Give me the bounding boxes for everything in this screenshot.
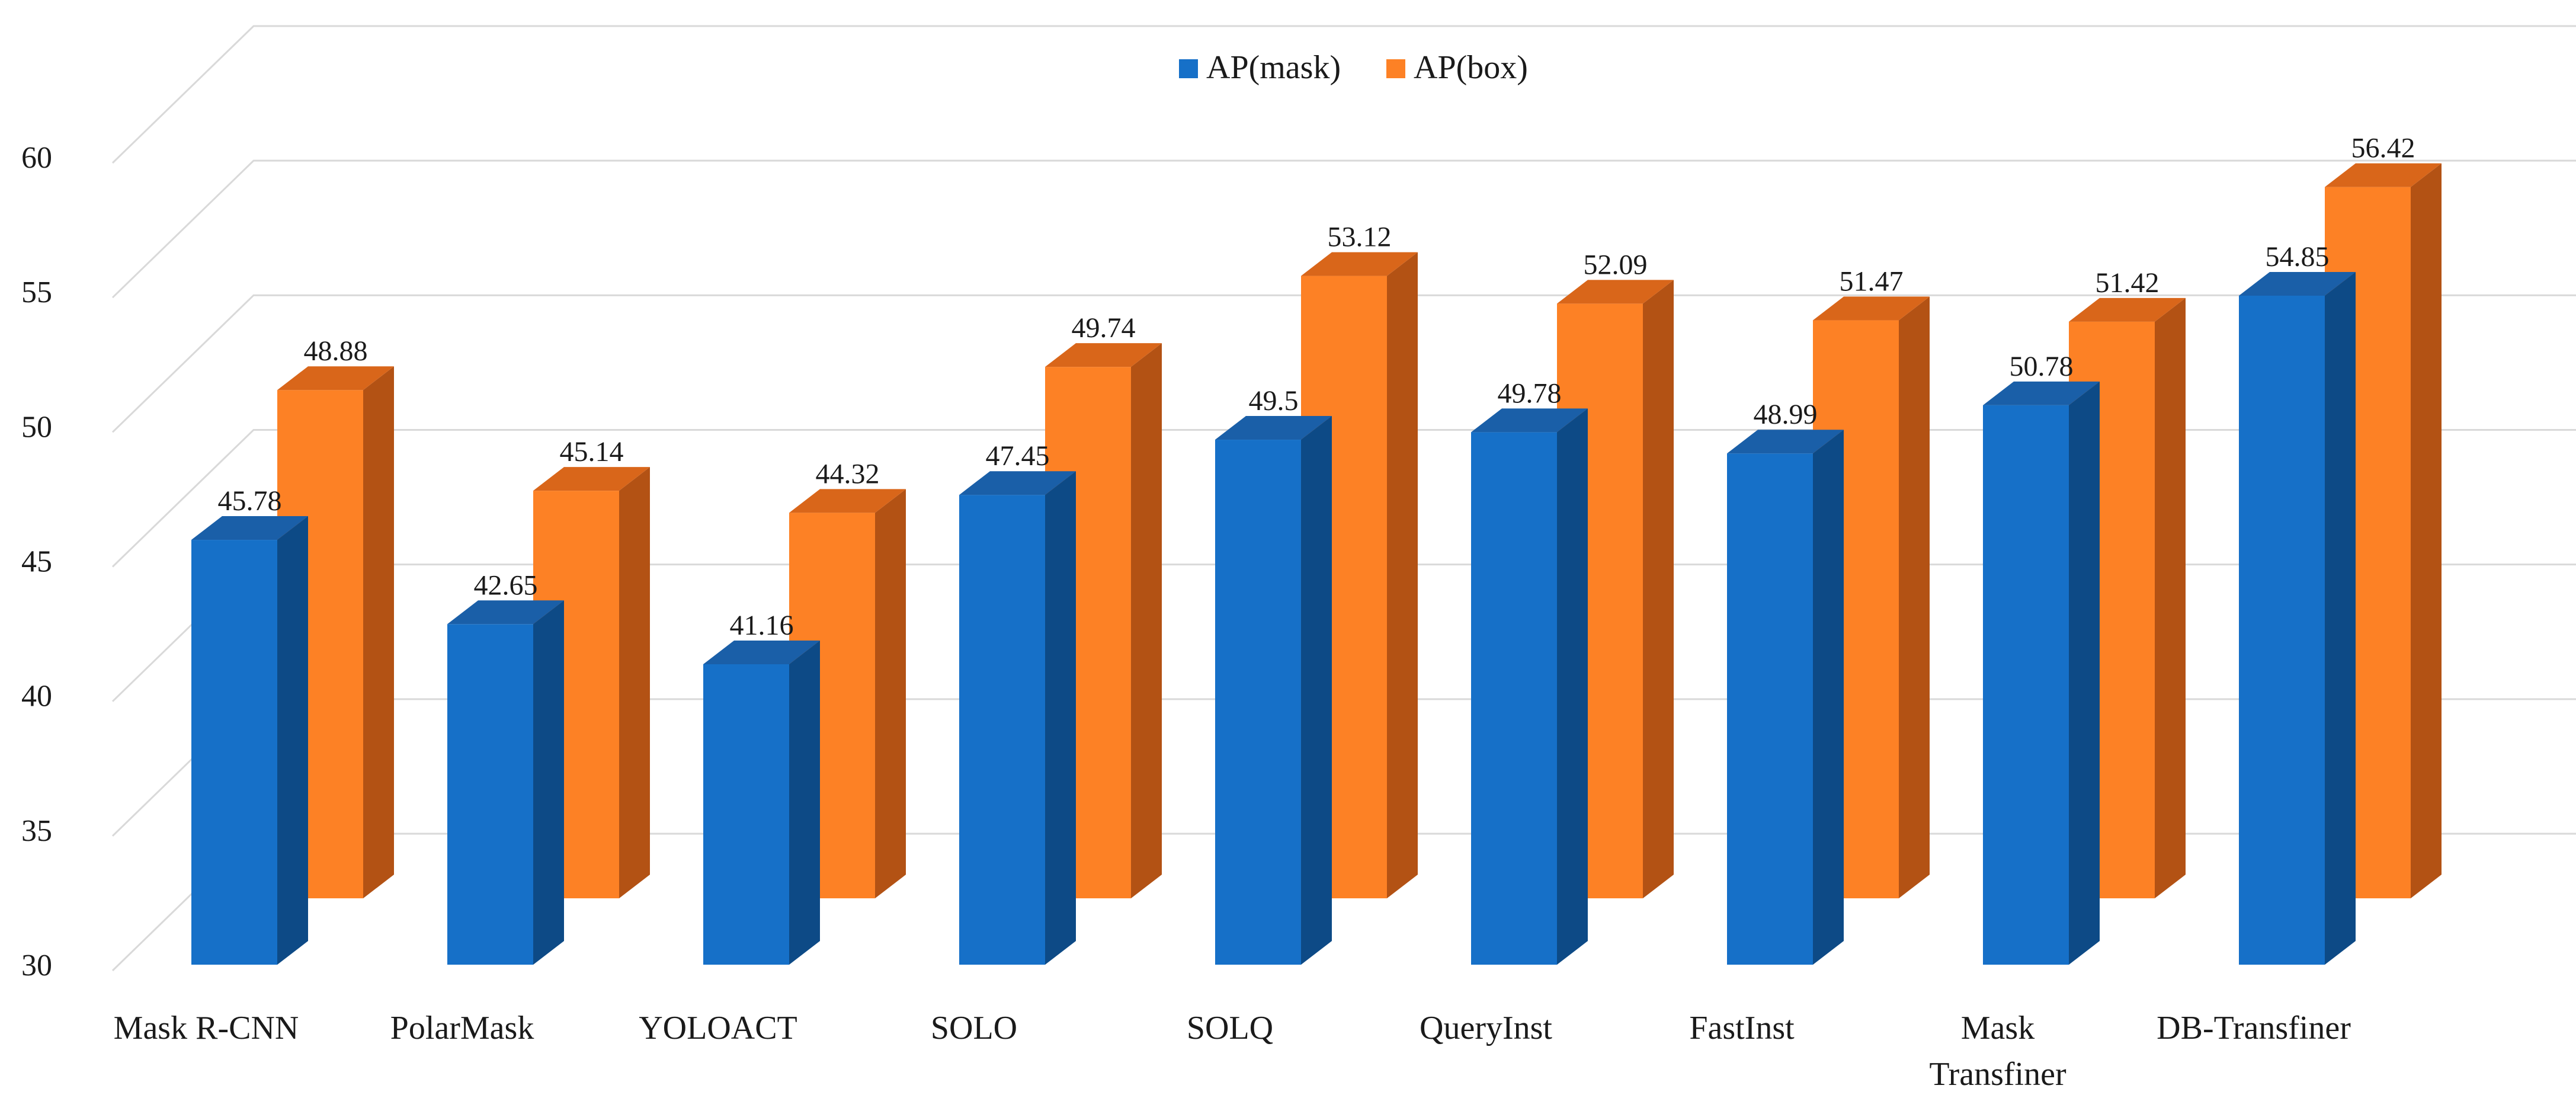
bar-mask-top	[447, 600, 564, 625]
data-label-mask: 42.65	[474, 569, 538, 601]
legend-label-mask: AP(mask)	[1206, 49, 1341, 86]
bar-mask-front	[703, 664, 789, 965]
bar-mask-top	[2239, 271, 2356, 296]
bar-mask-front	[191, 540, 277, 965]
data-label-mask: 47.45	[986, 440, 1050, 472]
bar-mask-top	[1983, 381, 2100, 405]
bar-mask-side	[533, 600, 564, 965]
bar-box-top	[1045, 343, 1162, 367]
bar-box-side	[2155, 297, 2186, 898]
bar-mask-top	[1727, 430, 1844, 454]
bar-box-side	[2411, 163, 2442, 898]
data-label-box: 53.12	[1328, 222, 1392, 253]
data-label-mask: 41.16	[730, 610, 794, 641]
bar-box-side	[363, 366, 394, 898]
gridline	[111, 25, 2576, 164]
y-tick-label: 55	[21, 276, 52, 309]
y-axis-ticks: 30 35 40 45 50 55 60	[21, 141, 52, 982]
x-category-label: DB-Transfiner	[2157, 1010, 2351, 1046]
legend-swatch-mask	[1179, 59, 1198, 78]
x-axis-categories: Mask R-CNN PolarMask YOLOACT SOLO SOLQ QueryI…	[114, 1010, 2351, 1093]
bars	[191, 163, 2442, 965]
x-category-label: QueryInst	[1420, 1010, 1552, 1046]
bar-box-top	[789, 489, 906, 513]
bar-mask-side	[789, 640, 820, 965]
x-category-label: FastInst	[1689, 1010, 1795, 1046]
bar-mask-side	[1813, 430, 1844, 965]
data-label-mask: 48.99	[1754, 399, 1818, 430]
data-labels: 48.88 45.78 45.14 42.65 44.32 41.16 49.74 47.45…	[218, 133, 2415, 641]
bar-mask-top	[703, 640, 820, 664]
data-label-box: 48.88	[304, 335, 368, 367]
bar-box-top	[1557, 280, 1674, 304]
y-tick-label: 40	[21, 680, 52, 713]
bar-mask-top	[191, 516, 308, 540]
data-label-mask: 49.78	[1498, 377, 1562, 409]
data-label-box: 52.09	[1584, 249, 1648, 280]
bar-box-side	[875, 489, 906, 898]
gridline	[111, 294, 2576, 433]
bar-mask-front	[1983, 405, 2069, 965]
bar-box-top	[277, 366, 394, 390]
data-label-box: 45.14	[560, 436, 624, 468]
x-category-label: SOLQ	[1187, 1010, 1273, 1046]
x-category-label: PolarMask	[390, 1010, 534, 1046]
bar-mask-side	[1045, 471, 1076, 965]
bar-mask-front	[447, 624, 533, 965]
bar-mask-side	[2325, 271, 2356, 965]
data-label-mask: 54.85	[2266, 241, 2330, 273]
x-category-label: Mask R-CNN	[114, 1010, 299, 1046]
legend-swatch-box	[1386, 59, 1405, 78]
data-label-box: 51.47	[1840, 266, 1904, 297]
y-tick-label: 45	[21, 545, 52, 579]
data-label-box: 49.74	[1072, 312, 1136, 344]
y-tick-label: 60	[21, 141, 52, 175]
bar-mask-side	[277, 516, 308, 965]
data-label-mask: 45.78	[218, 485, 282, 517]
bar-mask-top	[1471, 408, 1588, 433]
bar-mask-top	[1215, 416, 1332, 440]
bar-box-side	[619, 467, 650, 898]
y-tick-label: 30	[21, 949, 52, 982]
data-label-box: 51.42	[2096, 267, 2160, 299]
bar-box-top	[1301, 252, 1418, 276]
legend: AP(mask) AP(box)	[1179, 49, 1528, 86]
legend-label-box: AP(box)	[1414, 49, 1528, 86]
data-label-box: 44.32	[816, 458, 880, 489]
data-label-mask: 50.78	[2010, 351, 2074, 382]
data-label-mask: 49.5	[1249, 385, 1299, 417]
y-tick-label: 50	[21, 410, 52, 444]
y-tick-label: 35	[21, 814, 52, 848]
bar-mask-front	[1215, 440, 1301, 965]
bar-mask-top	[959, 471, 1076, 495]
bar-mask-side	[1557, 408, 1588, 965]
bar-box-side	[1899, 296, 1930, 898]
bar-mask-front	[1471, 432, 1557, 965]
bar-mask-front	[2239, 295, 2325, 965]
bar-mask-side	[2069, 381, 2100, 965]
bar-box-top	[533, 467, 650, 491]
bar-box-side	[1131, 343, 1162, 898]
bar-mask-front	[1727, 453, 1813, 965]
bar-mask-side	[1301, 416, 1332, 965]
bar-box-side	[1643, 280, 1674, 898]
x-category-label: SOLO	[931, 1010, 1017, 1046]
bar-mask-front	[959, 495, 1045, 965]
x-category-label: YOLOACT	[639, 1010, 797, 1046]
data-label-box: 56.42	[2351, 133, 2415, 164]
gridline	[111, 159, 2576, 299]
bar-box-side	[1387, 252, 1418, 899]
bar-box-top	[2069, 297, 2186, 322]
bar-box-top	[1813, 296, 1930, 321]
x-category-label: Mask Transfiner	[1929, 1010, 2066, 1093]
bar-box-top	[2325, 163, 2442, 187]
